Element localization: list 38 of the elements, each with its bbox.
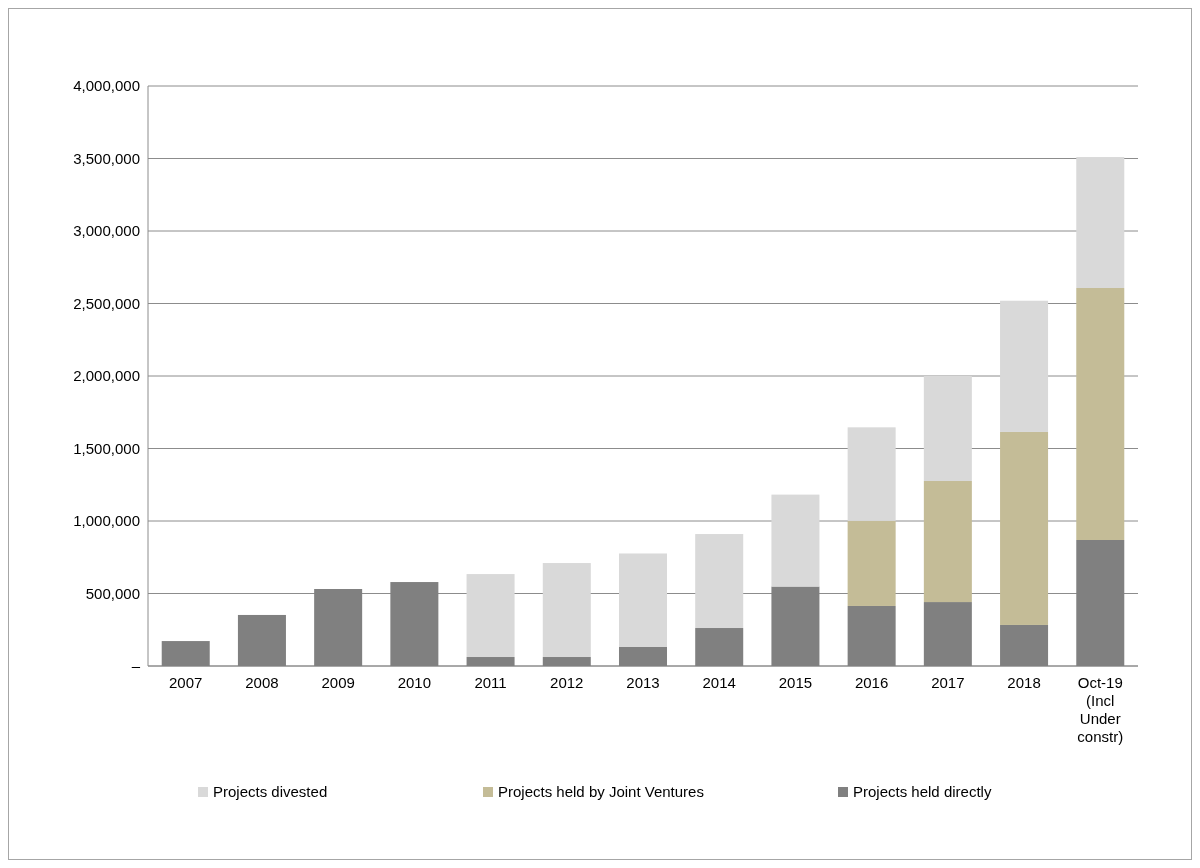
x-tick-label: 2011 xyxy=(474,674,507,691)
y-tick-label: 500,000 xyxy=(85,584,140,602)
x-tick-label: 2018 xyxy=(1007,674,1041,691)
bar xyxy=(771,494,820,587)
bar xyxy=(847,520,896,606)
y-tick-label: 3,500,000 xyxy=(73,149,140,167)
x-tick-label: 2017 xyxy=(931,674,965,691)
y-tick-label: 2,000,000 xyxy=(73,367,140,385)
y-tick-label: 1,000,000 xyxy=(73,512,140,530)
x-tick-label: 2007 xyxy=(169,674,203,691)
legend-label: Projects held directly xyxy=(853,783,992,801)
y-tick-label: 3,000,000 xyxy=(73,222,140,240)
y-tick-label: 2,500,000 xyxy=(73,294,140,312)
bar xyxy=(618,553,668,648)
legend-label: Projects held by Joint Ventures xyxy=(498,783,704,801)
bar xyxy=(923,376,972,481)
x-tick-label: Oct-19 (Incl Under constr) xyxy=(1077,674,1124,745)
bar xyxy=(466,574,515,658)
x-tick-label: 2008 xyxy=(245,674,279,691)
bar xyxy=(542,563,591,658)
x-tick-label: 2012 xyxy=(550,674,584,691)
y-tick-label: – xyxy=(131,657,141,675)
x-tick-label: 2016 xyxy=(854,674,889,691)
bar xyxy=(1076,157,1125,288)
bar xyxy=(847,427,896,521)
x-tick-label: 2015 xyxy=(778,674,813,691)
bar xyxy=(1000,300,1049,432)
y-tick-label: 4,000,000 xyxy=(73,77,140,95)
x-tick-label: 2009 xyxy=(321,674,355,691)
y-tick-label: 1,500,000 xyxy=(73,439,140,457)
bar xyxy=(1076,287,1125,540)
bar xyxy=(923,480,972,603)
x-tick-label: 2014 xyxy=(702,674,736,691)
legend-label: Projects divested xyxy=(213,783,328,801)
bar xyxy=(695,534,744,629)
x-tick-label: 2013 xyxy=(626,674,660,691)
bar xyxy=(1000,431,1049,625)
x-tick-label: 2010 xyxy=(397,674,432,691)
